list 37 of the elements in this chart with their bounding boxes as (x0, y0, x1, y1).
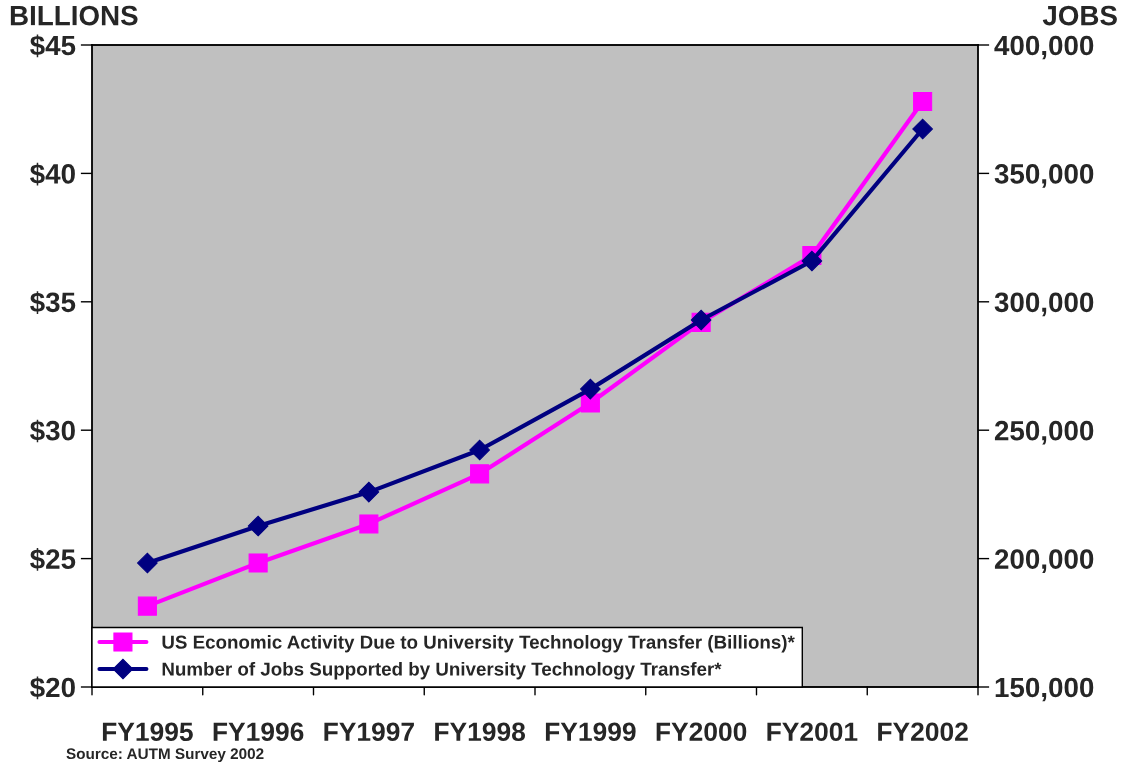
x-tick-label: FY1998 (435, 722, 526, 742)
x-tick-label: FY1999 (545, 722, 636, 742)
y2-tick-label: 200,000 (994, 549, 1094, 573)
y-tick-label: $20 (30, 676, 75, 700)
point (580, 378, 601, 400)
point (469, 439, 490, 461)
point (801, 250, 823, 272)
y2-tick-label: 300,000 (994, 292, 1094, 317)
y-tick-label: $25 (30, 548, 76, 571)
point (248, 553, 268, 573)
point (912, 118, 933, 140)
x-tick-label: FY1996 (213, 722, 304, 742)
y2-tick-label: 250,000 (994, 420, 1094, 445)
y2-tick-label: 350,000 (994, 164, 1094, 188)
point (247, 515, 269, 537)
y-tick-label: $30 (30, 419, 75, 443)
x-tick-label: FY1997 (324, 722, 414, 742)
y-tick-label: $35 (30, 291, 76, 314)
x-tick-label: FY2000 (656, 722, 747, 742)
y-axis-title: BILLIONS (10, 5, 138, 26)
point (358, 481, 380, 503)
y2-tick-label: 150,000 (995, 677, 1094, 702)
y2-axis-title: JOBS (1042, 5, 1117, 26)
x-tick-label: FY2001 (767, 722, 858, 742)
point (913, 91, 933, 112)
point (137, 552, 158, 574)
point (137, 596, 157, 616)
x-tick-label: FY1995 (102, 722, 193, 742)
source-note: Source: AUTM Survey 2002 (66, 748, 264, 763)
point (359, 514, 379, 534)
legend-label: US Economic Activity Due to University Technology Transfer (Billions)* (162, 635, 795, 653)
x-tick-label: FY2002 (878, 722, 968, 742)
y-tick-label: $45 (30, 34, 76, 58)
y-tick-label: $40 (30, 162, 75, 186)
legend-label: Number of Jobs Supported by University Technology Transfer* (162, 661, 722, 680)
y2-tick-label: 400,000 (994, 35, 1094, 60)
point (470, 464, 490, 484)
